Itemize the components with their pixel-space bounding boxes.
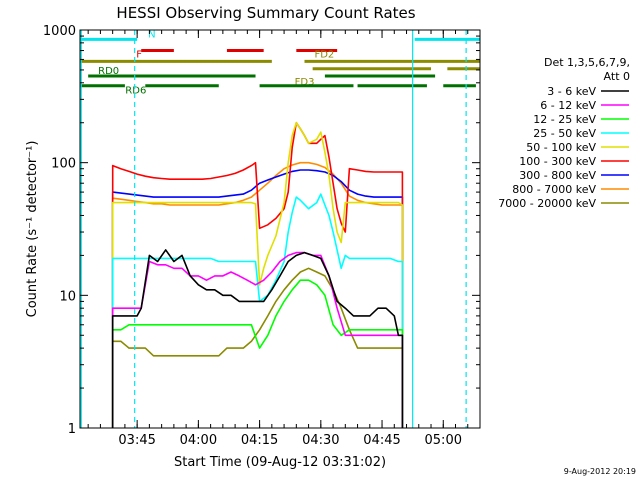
legend-label: 300 - 800 keV xyxy=(519,169,596,182)
axes: 1 10 100 1000 03:45 04:00 04:15 04:30 04:45 05:00 xyxy=(43,24,480,448)
x-tick-label: 04:00 xyxy=(180,433,217,448)
legend-header-line-1: Det 1,3,5,6,7,9, xyxy=(544,56,630,69)
legend-label: 12 - 25 keV xyxy=(533,113,596,126)
flag-label-f: F xyxy=(136,50,142,61)
y-axis-label: Count Rate (s⁻¹ detector⁻¹) xyxy=(25,141,40,318)
x-tick-label: 04:15 xyxy=(241,433,278,448)
flag-label-n: N xyxy=(148,29,155,40)
legend-label: 25 - 50 keV xyxy=(533,127,596,140)
x-tick-label: 05:00 xyxy=(425,433,462,448)
legend-label: 800 - 7000 keV xyxy=(512,183,596,196)
series-25-50-kev xyxy=(111,193,404,428)
legend-label: 6 - 12 keV xyxy=(540,99,596,112)
series-50-100-kev xyxy=(111,121,404,428)
series-300-800-kev xyxy=(111,169,404,428)
y-tick-label: 1 xyxy=(68,422,76,437)
legend-label: 3 - 6 keV xyxy=(547,85,596,98)
series-100-300-kev xyxy=(111,121,404,428)
series-3-6-kev xyxy=(111,249,404,428)
series-7000-20000-kev xyxy=(111,267,404,428)
x-axis-label: Start Time (09-Aug-12 03:31:02) xyxy=(174,455,386,470)
flag-label-rd0: RD0 xyxy=(98,66,119,77)
legend-label: 50 - 100 keV xyxy=(526,141,596,154)
flag-label-fd3: FD3 xyxy=(295,77,315,88)
x-tick-label: 04:45 xyxy=(363,433,400,448)
x-tick-label: 04:30 xyxy=(302,433,339,448)
legend-header-line-2: Att 0 xyxy=(604,70,630,83)
x-tick-label: 03:45 xyxy=(118,433,155,448)
y-tick-label: 100 xyxy=(51,157,76,172)
flag-label-rd6: RD6 xyxy=(125,86,146,97)
y-tick-label: 1000 xyxy=(43,24,76,39)
footer-timestamp: 9-Aug-2012 20:19 xyxy=(564,467,636,476)
y-tick-label: 10 xyxy=(59,289,76,304)
legend-label: 7000 - 20000 keV xyxy=(498,197,596,210)
series-layer xyxy=(111,121,404,428)
series-6-12-kev xyxy=(111,251,404,428)
chart-title: HESSI Observing Summary Count Rates xyxy=(116,4,415,22)
time-markers xyxy=(80,30,467,428)
flag-bars: NF FD2 FD3 RD0 RD6 xyxy=(80,29,480,97)
flag-label-fd2: FD2 xyxy=(314,49,334,60)
plot-frame xyxy=(79,29,481,429)
legend-label: 100 - 300 keV xyxy=(519,155,596,168)
series-12-25-kev xyxy=(111,279,404,428)
